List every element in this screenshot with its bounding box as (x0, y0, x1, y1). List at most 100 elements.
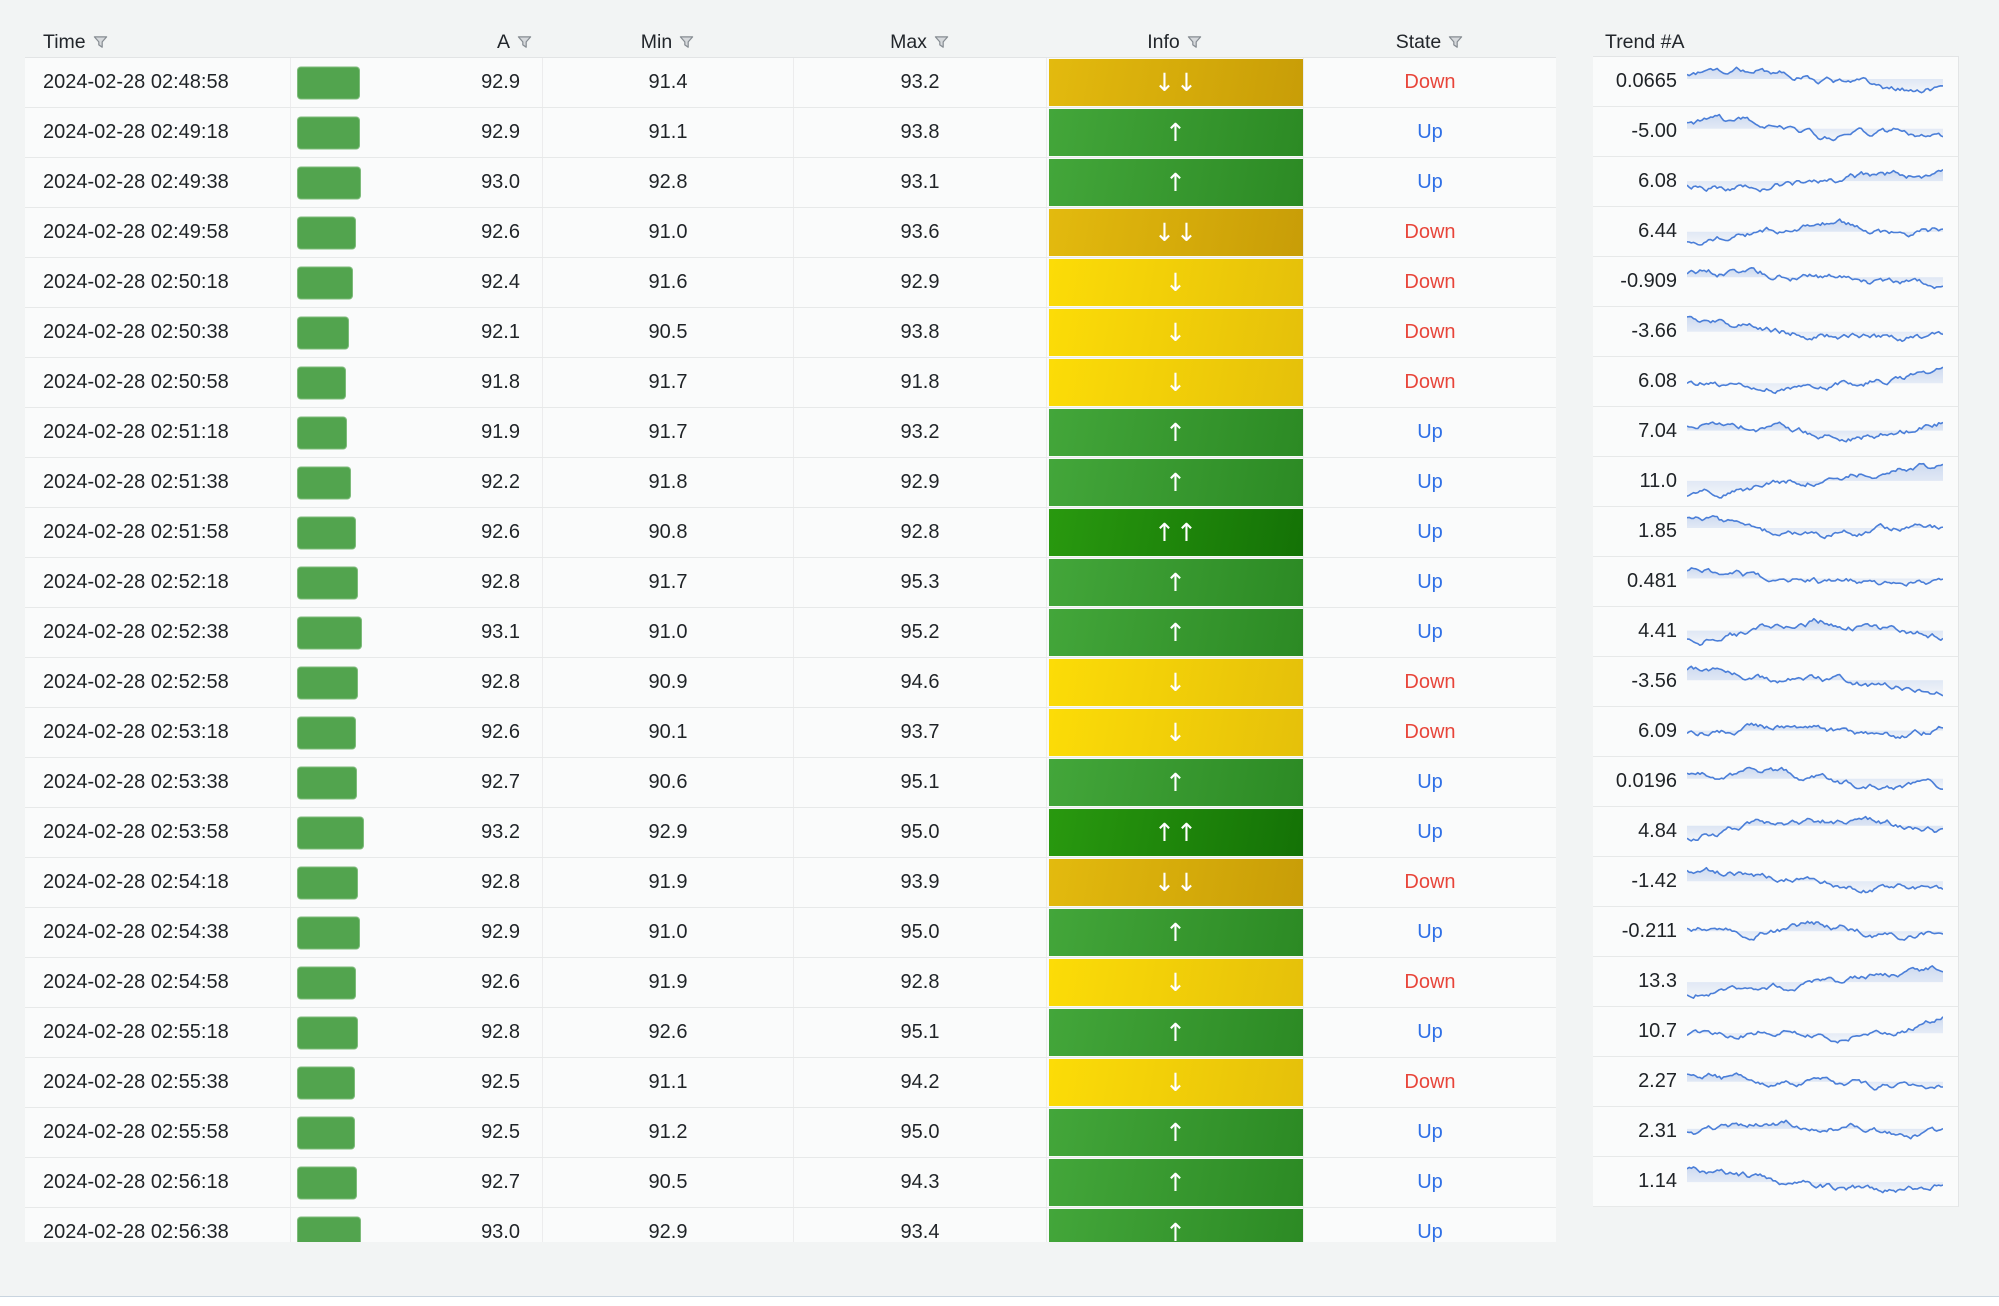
value-bar (297, 566, 358, 599)
trend-column-header[interactable]: Trend #A (1593, 28, 1959, 57)
cell-min: 91.2 (542, 1108, 793, 1157)
info-badge-down: ↓ (1049, 1059, 1303, 1106)
cell-state: Down (1303, 658, 1556, 707)
value-bar (297, 466, 351, 499)
cell-min: 90.8 (542, 508, 793, 557)
trend-sparkline (1687, 866, 1943, 893)
trend-sparkline (1687, 462, 1943, 499)
cell-a: 92.8 (290, 1008, 542, 1057)
trend-row: -0.211 (1593, 907, 1959, 957)
value-bar (297, 666, 358, 699)
cell-time: 2024-02-28 02:55:38 (43, 1071, 229, 1093)
trend-sparkline-wrap (1677, 1157, 1958, 1206)
cell-time: 2024-02-28 02:56:18 (43, 1171, 229, 1193)
cell-a: 92.8 (290, 858, 542, 907)
info-badge-up: ↑ (1049, 409, 1303, 456)
filter-icon[interactable] (1448, 35, 1463, 50)
filter-icon[interactable] (1187, 35, 1202, 50)
column-label-state: State (1395, 31, 1442, 53)
cell-a-value: 92.8 (481, 571, 520, 593)
cell-info: ↑ (1046, 108, 1303, 157)
column-header-max[interactable]: Max (793, 28, 1046, 57)
value-bar (297, 216, 356, 249)
cell-info: ↑ (1046, 458, 1303, 507)
cell-min: 91.8 (542, 458, 793, 507)
info-badge-up: ↑ (1049, 559, 1303, 606)
trend-sparkline-wrap (1677, 57, 1958, 106)
column-header-info[interactable]: Info (1046, 28, 1303, 57)
trend-value: 2.31 (1638, 1120, 1677, 1142)
filter-icon[interactable] (934, 35, 949, 50)
trend-sparkline (1687, 266, 1943, 289)
table-row: 2024-02-28 02:50:18 92.4 91.6 92.9 ↓ Down (25, 258, 1556, 308)
cell-a: 92.6 (290, 508, 542, 557)
cell-a-value: 92.8 (481, 1021, 520, 1043)
cell-state: Up (1303, 808, 1556, 857)
filter-icon[interactable] (93, 35, 108, 50)
cell-min: 90.5 (542, 1158, 793, 1207)
filter-icon[interactable] (679, 35, 694, 50)
cell-state: Up (1303, 758, 1556, 807)
cell-state: Down (1303, 1058, 1556, 1107)
value-bar (297, 516, 356, 549)
trend-row: -5.00 (1593, 107, 1959, 157)
trend-row: 0.481 (1593, 557, 1959, 607)
trend-sparkline-wrap (1677, 1107, 1958, 1156)
cell-a-value: 92.7 (481, 771, 520, 793)
table-row: 2024-02-28 02:54:58 92.6 91.9 92.8 ↓ Down (25, 958, 1556, 1008)
cell-info: ↑ (1046, 758, 1303, 807)
column-header-a[interactable]: A (290, 28, 542, 57)
trend-sparkline (1687, 366, 1943, 394)
cell-max: 93.9 (793, 858, 1046, 907)
cell-max: 93.2 (793, 408, 1046, 457)
cell-a: 93.1 (290, 608, 542, 657)
cell-a: 92.1 (290, 308, 542, 357)
cell-a: 92.6 (290, 208, 542, 257)
trend-row: -0.909 (1593, 257, 1959, 307)
cell-a: 92.9 (290, 58, 542, 107)
trend-sparkline (1687, 168, 1943, 192)
table-row: 2024-02-28 02:48:58 92.9 91.4 93.2 ↓↓ Down (25, 58, 1556, 108)
filter-icon[interactable] (517, 35, 532, 50)
cell-info: ↓ (1046, 1058, 1303, 1107)
value-bar (297, 366, 346, 399)
table-row: 2024-02-28 02:53:58 93.2 92.9 95.0 ↑↑ Up (25, 808, 1556, 858)
value-bar (297, 616, 362, 649)
trend-row: 6.08 (1593, 157, 1959, 207)
trend-value: 0.0196 (1615, 770, 1677, 792)
info-badge-down: ↓ (1049, 359, 1303, 406)
cell-min: 91.9 (542, 958, 793, 1007)
info-badge-down2: ↓↓ (1049, 209, 1303, 256)
cell-max: 94.2 (793, 1058, 1046, 1107)
cell-a: 91.8 (290, 358, 542, 407)
cell-info: ↓ (1046, 258, 1303, 307)
cell-a: 92.5 (290, 1108, 542, 1157)
info-badge-up: ↑ (1049, 159, 1303, 206)
cell-info: ↓↓ (1046, 858, 1303, 907)
trend-sparkline (1687, 217, 1943, 246)
trend-value: 13.3 (1638, 970, 1677, 992)
value-bar (297, 266, 353, 299)
value-bar (297, 66, 360, 99)
column-header-time[interactable]: Time (25, 28, 290, 57)
trend-row: 0.0196 (1593, 757, 1959, 807)
cell-state: Down (1303, 258, 1556, 307)
value-bar (297, 1166, 357, 1199)
trend-sparkline-wrap (1677, 307, 1958, 356)
column-header-min[interactable]: Min (542, 28, 793, 57)
cell-min: 92.9 (542, 1208, 793, 1242)
cell-a: 93.0 (290, 158, 542, 207)
info-badge-down: ↓ (1049, 309, 1303, 356)
cell-time: 2024-02-28 02:53:58 (43, 821, 229, 843)
column-label-info: Info (1147, 31, 1180, 53)
trend-sparkline (1687, 815, 1943, 842)
column-label-max: Max (890, 31, 927, 53)
trend-sparkline-wrap (1677, 907, 1958, 956)
cell-min: 90.5 (542, 308, 793, 357)
column-header-state[interactable]: State (1303, 28, 1556, 57)
bottom-scrollbar[interactable] (0, 1296, 1999, 1306)
cell-min: 91.0 (542, 208, 793, 257)
trend-sparkline (1687, 1071, 1943, 1091)
cell-info: ↑ (1046, 558, 1303, 607)
info-badge-up: ↑ (1049, 909, 1303, 956)
